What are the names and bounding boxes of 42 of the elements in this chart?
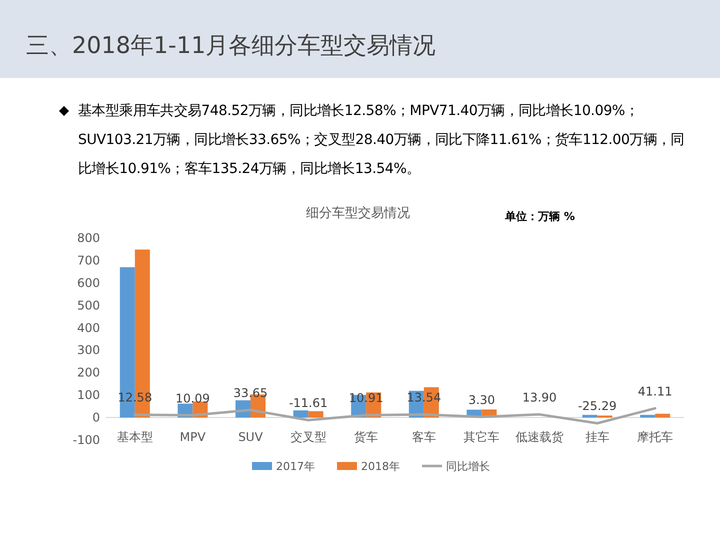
bar <box>640 414 656 418</box>
bar <box>293 410 308 418</box>
data-label: 33.65 <box>233 386 268 400</box>
x-tick-label: 挂车 <box>585 430 610 444</box>
data-label: -25.29 <box>578 399 617 414</box>
x-tick-label: 客车 <box>412 430 436 444</box>
data-label: 41.11 <box>638 384 672 398</box>
data-label: 12.58 <box>118 390 152 405</box>
text: 单位：万辆 % <box>504 210 575 223</box>
legend-label: 2018年 <box>361 460 400 473</box>
y-tick-label: -100 <box>72 433 100 447</box>
y-tick-label: 600 <box>77 276 100 290</box>
data-label: 13.54 <box>406 390 442 405</box>
legend-label: 同比增长 <box>446 460 490 473</box>
y-tick-label: 0 <box>92 410 100 425</box>
text: 基本型乘用车共交易748.52万辆，同比增长12.58%；MPV71.40万辆，同比增长10.09%；SUV103.21万辆，同比增长33.65%；交叉型28.40万辆，同比下降11.61%；货车112.00万辆，同比增长10.91%；客车135.24万辆，同比增长13.54%。 <box>78 102 686 179</box>
x-tick-label: 低速载货 <box>516 430 564 444</box>
data-label: 3.30 <box>468 392 496 407</box>
data-label: 10.91 <box>348 391 384 406</box>
y-tick-label: 800 <box>77 231 100 245</box>
y-tick-label: 500 <box>77 298 100 312</box>
x-tick-label: 摩托车 <box>637 430 674 444</box>
x-tick-label: 其它车 <box>464 430 500 444</box>
legend-label: 2017年 <box>276 460 315 473</box>
bar <box>582 414 598 418</box>
x-tick-label: 交叉型 <box>290 430 326 444</box>
y-tick-label: 700 <box>77 253 100 268</box>
x-tick-label: MPV <box>180 430 206 444</box>
x-tick-label: SUV <box>238 430 264 444</box>
x-tick-label: 货车 <box>354 430 378 444</box>
y-tick-label: 200 <box>77 366 100 380</box>
chart-title: 三、2018年1-11月各细分车型交易情况 <box>26 32 436 61</box>
x-tick-label: 基本型 <box>116 430 153 444</box>
bar <box>308 411 324 418</box>
y-tick-label: 300 <box>77 343 100 358</box>
chart-subtitle: 细分车型交易情况 <box>306 205 410 221</box>
data-label: 13.90 <box>522 390 557 404</box>
y-tick-label: 400 <box>77 320 100 335</box>
bar <box>655 414 670 418</box>
data-label: -11.61 <box>288 396 328 410</box>
y-tick-label: 100 <box>77 388 100 402</box>
data-label: 10.09 <box>176 391 210 406</box>
